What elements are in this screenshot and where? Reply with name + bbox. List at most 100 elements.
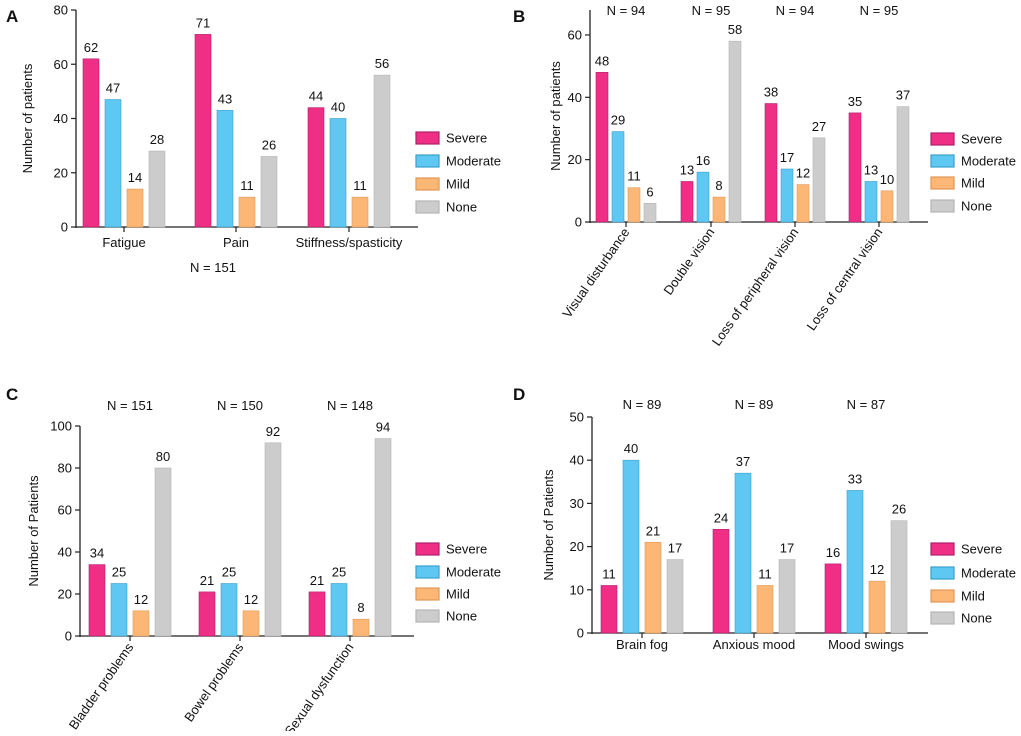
bar-moderate — [220, 583, 238, 637]
bar-value-label: 17 — [668, 541, 682, 556]
bar-value-label: 10 — [880, 172, 894, 187]
bar-severe — [88, 564, 106, 637]
bar-value-label: 26 — [262, 137, 276, 152]
bar-value-label: 11 — [602, 566, 616, 581]
bar-value-label: 8 — [357, 600, 364, 615]
legend-swatch-none — [415, 200, 440, 214]
bar-severe — [764, 103, 778, 223]
bar-none — [264, 442, 282, 637]
x-tick-label: Sexual dysfunction — [282, 640, 357, 731]
bar-value-label: 13 — [864, 162, 878, 177]
legend-swatch-severe — [930, 132, 955, 146]
x-tick-label: Loss of peripheral vision — [709, 225, 802, 348]
y-tick-label: 80 — [54, 3, 68, 18]
bar-severe — [824, 563, 842, 634]
x-tick-label: Mood swings — [828, 637, 904, 652]
category-n-note: N = 89 — [735, 397, 774, 412]
bar-severe — [595, 72, 609, 223]
bar-value-label: 34 — [90, 546, 104, 561]
bar-value-label: 17 — [780, 541, 794, 556]
x-tick-label: Loss of central vision — [804, 225, 886, 333]
x-tick-label: Anxious mood — [713, 637, 795, 652]
bar-value-label: 12 — [134, 592, 148, 607]
y-axis-title: Number of Patients — [26, 475, 41, 587]
legend-label-mild: Mild — [961, 589, 985, 604]
category-n-note: N = 94 — [776, 3, 815, 18]
x-tick-label: Pain — [223, 235, 249, 250]
bar-moderate — [330, 583, 348, 637]
bar-severe — [308, 591, 326, 637]
bar-none — [666, 559, 684, 634]
legend-label-none: None — [446, 200, 477, 215]
panel-footnote: N = 151 — [190, 260, 236, 275]
legend-swatch-mild — [930, 176, 955, 190]
bar-value-label: 25 — [332, 565, 346, 580]
bar-moderate — [622, 459, 640, 634]
legend-swatch-severe — [415, 542, 440, 556]
y-tick-label: 80 — [58, 461, 72, 476]
bar-value-label: 40 — [331, 100, 345, 115]
legend-swatch-none — [930, 199, 955, 213]
bar-moderate — [110, 583, 128, 637]
y-tick-label: 50 — [570, 410, 584, 425]
y-axis-title: Number of patients — [548, 61, 563, 171]
bar-moderate — [734, 472, 752, 634]
bar-value-label: 28 — [150, 132, 164, 147]
legend-label-severe: Severe — [446, 131, 487, 146]
legend-label-moderate: Moderate — [446, 565, 501, 580]
bar-value-label: 38 — [764, 85, 778, 100]
bar-value-label: 71 — [196, 15, 210, 30]
legend-swatch-moderate — [930, 154, 955, 168]
bar-value-label: 33 — [848, 471, 862, 486]
bar-none — [260, 156, 278, 228]
bar-mild — [351, 196, 369, 228]
category-n-note: N = 148 — [327, 398, 373, 413]
bar-value-label: 44 — [309, 89, 323, 104]
bar-value-label: 25 — [112, 565, 126, 580]
bar-value-label: 8 — [715, 178, 722, 193]
legend-label-mild: Mild — [446, 587, 470, 602]
legend-label-none: None — [961, 199, 992, 214]
y-tick-label: 60 — [568, 27, 582, 42]
bar-moderate — [780, 168, 794, 223]
x-tick-label: Visual disturbance — [559, 225, 632, 320]
bar-value-label: 11 — [758, 566, 772, 581]
legend-label-severe: Severe — [446, 542, 487, 557]
bar-value-label: 12 — [870, 562, 884, 577]
bar-value-label: 21 — [646, 523, 660, 538]
bar-value-label: 17 — [780, 150, 794, 165]
bar-severe — [198, 591, 216, 637]
y-axis-title: Number of patients — [20, 63, 35, 173]
y-tick-label: 100 — [50, 419, 72, 434]
legend-swatch-mild — [415, 587, 440, 601]
legend-label-none: None — [446, 609, 477, 624]
bar-value-label: 47 — [106, 81, 120, 96]
bar-value-label: 24 — [714, 510, 728, 525]
y-tick-label: 20 — [58, 587, 72, 602]
bar-severe — [82, 58, 100, 228]
legend-swatch-none — [415, 609, 440, 623]
category-n-note: N = 87 — [847, 397, 886, 412]
bar-value-label: 43 — [218, 91, 232, 106]
bar-value-label: 62 — [84, 40, 98, 55]
bar-none — [896, 106, 910, 223]
x-tick-label: Double vision — [660, 225, 717, 298]
legend-label-moderate: Moderate — [961, 154, 1016, 169]
y-tick-label: 20 — [54, 165, 68, 180]
y-tick-label: 30 — [570, 496, 584, 511]
bar-value-label: 37 — [736, 454, 750, 469]
x-tick-label: Bowel problems — [181, 640, 247, 725]
category-n-note: N = 89 — [623, 397, 662, 412]
panel-label: D — [513, 385, 525, 404]
bar-value-label: 37 — [896, 88, 910, 103]
bar-value-label: 12 — [796, 166, 810, 181]
legend-label-severe: Severe — [961, 542, 1002, 557]
legend-swatch-mild — [930, 589, 955, 603]
y-tick-label: 40 — [58, 545, 72, 560]
legend-swatch-moderate — [930, 566, 955, 580]
panel-d: D 0 10 20 30 40 50 Number of Patients 11 40 21 17 Br… — [513, 385, 1016, 652]
panel-label: A — [6, 7, 18, 26]
bar-none — [812, 137, 826, 223]
bar-value-label: 40 — [624, 441, 638, 456]
